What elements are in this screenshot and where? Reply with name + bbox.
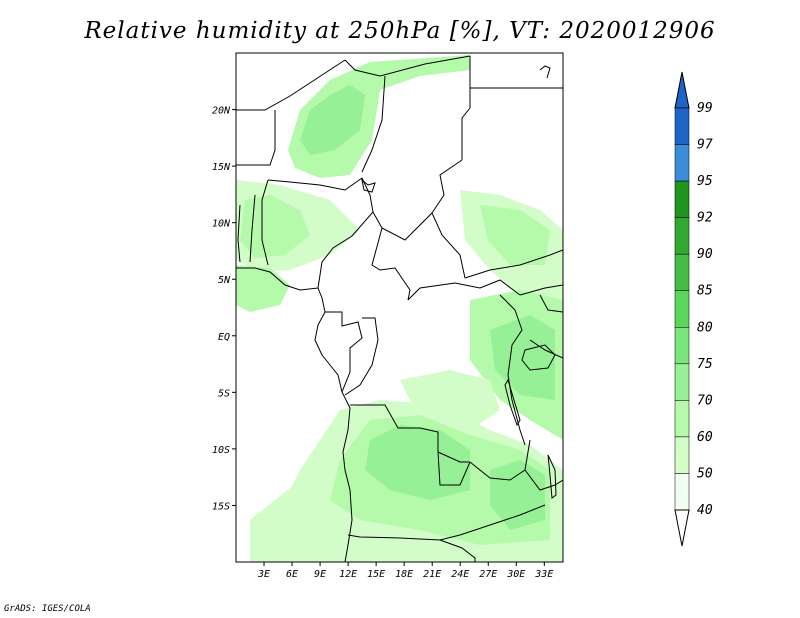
- colorbar-segment: [674, 107, 690, 145]
- colorbar-level-label: 97: [697, 138, 713, 153]
- colorbar-segment: [674, 327, 690, 365]
- colorbar: 99 97 95 92 90 85 80 75 70 60 50 40: [674, 71, 713, 547]
- colorbar-segment: [674, 436, 690, 474]
- humidity-area-southern-core: [365, 425, 470, 500]
- lon-tick-label: 30E: [506, 569, 525, 580]
- border-chad-car: [372, 211, 466, 279]
- lon-tick-label: 6E: [286, 569, 298, 580]
- lake-malawi: [547, 454, 557, 499]
- chart-title: Relative humidity at 250hPa [%], VT: 202…: [84, 18, 716, 44]
- lat-tick-label: 5N: [218, 275, 231, 286]
- humidity-area-eastafrica-core: [480, 205, 550, 265]
- border-sudan-southsudan: [464, 249, 563, 279]
- lon-tick-label: 18E: [395, 569, 413, 580]
- latitude-axis: 20N 15N 10N 5N EQ 5S 10S 15S: [212, 106, 236, 512]
- lon-tick-label: 27E: [479, 569, 497, 580]
- colorbar-level-label: 90: [697, 247, 713, 262]
- colorbar-level-label: 85: [697, 284, 713, 299]
- nile-coast-red-sea: [539, 65, 551, 79]
- border-zambia-zimbabwe: [459, 504, 546, 536]
- border-niger-algeria: [344, 55, 471, 77]
- humidity-area-sahara-core: [300, 85, 365, 155]
- lon-tick-label: 3E: [257, 569, 270, 580]
- border-libya-chad: [461, 107, 471, 160]
- colorbar-segment: [674, 180, 690, 218]
- border-tanzania-kenya: [529, 339, 563, 359]
- border-nigeria-cameroon: [317, 177, 374, 289]
- longitude-axis: 3E 6E 9E 12E 15E 18E 21E 24E 27E 30E 33E: [257, 562, 553, 580]
- colorbar-level-label: 80: [697, 320, 713, 335]
- colorbar-level-label: 95: [697, 174, 713, 189]
- colorbar-segment: [674, 400, 690, 438]
- lake-tanganyika: [504, 378, 521, 427]
- lat-tick-label: EQ: [218, 332, 230, 343]
- border-niger-nigeria: [267, 177, 363, 191]
- border-cameroon-car: [371, 227, 411, 301]
- border-mozambique: [524, 469, 563, 491]
- humidity-area-gulf: [236, 265, 290, 312]
- coastline-west: [236, 267, 353, 562]
- colorbar-segment: [674, 144, 690, 182]
- lat-tick-label: 10N: [212, 219, 231, 230]
- map-frame: [235, 52, 564, 563]
- lat-tick-label: 20N: [212, 106, 231, 117]
- colorbar-level-label: 50: [697, 466, 713, 481]
- colorbar-level-label: 40: [697, 503, 713, 518]
- border-mali-niger: [236, 59, 346, 111]
- border-niger-chad: [361, 75, 386, 173]
- border-congo-gabon: [325, 311, 363, 393]
- border-nigeria-benin: [261, 179, 269, 266]
- colorbar-segment: [674, 290, 690, 328]
- border-drc-angola: [350, 404, 470, 463]
- lat-tick-label: 15S: [212, 501, 230, 512]
- humidity-area-westafrica-core: [240, 195, 310, 258]
- border-drc-uganda: [499, 294, 523, 376]
- border-kenya-ethiopia: [539, 294, 563, 313]
- border-namibia-botswana: [439, 539, 476, 562]
- lon-tick-label: 12E: [339, 569, 357, 580]
- colorbar-level-label: 60: [697, 430, 713, 445]
- lon-tick-label: 9E: [314, 569, 326, 580]
- humidity-field: [236, 55, 563, 562]
- colorbar-segment: [674, 473, 690, 511]
- lake-victoria: [521, 344, 556, 371]
- lon-tick-label: 33E: [534, 569, 553, 580]
- lat-tick-label: 15N: [212, 162, 231, 173]
- border-congo-drc: [344, 317, 379, 396]
- lat-tick-label: 10S: [212, 445, 230, 456]
- colorbar-segment: [674, 217, 690, 255]
- border-zambia-tanzania: [469, 439, 531, 481]
- grads-credit: GrADS: IGES/COLA: [4, 604, 91, 614]
- country-borders: [236, 55, 563, 562]
- lon-tick-label: 15E: [367, 569, 385, 580]
- lon-tick-label: 21E: [423, 569, 441, 580]
- colorbar-level-label: 75: [697, 357, 713, 372]
- border-angola-zambia: [437, 451, 471, 486]
- colorbar-segment: [674, 253, 690, 291]
- colorbar-level-label: 99: [697, 101, 713, 116]
- lake-chad: [361, 178, 376, 193]
- lon-tick-label: 24E: [451, 569, 469, 580]
- colorbar-level-label: 70: [697, 393, 713, 408]
- lat-tick-label: 5S: [218, 388, 230, 399]
- border-togo-ghana: [249, 194, 256, 263]
- border-angola-namibia: [347, 534, 461, 541]
- humidity-area-southwest: [250, 480, 330, 562]
- border-ghana-ivory: [237, 204, 241, 263]
- colorbar-bottom-arrow: [674, 509, 690, 547]
- colorbar-level-label: 92: [697, 211, 713, 226]
- border-burkina-mali: [236, 110, 276, 166]
- border-southsudan-ethiopia: [519, 284, 563, 296]
- colorbar-segment: [674, 363, 690, 401]
- colorbar-top-arrow: [674, 71, 690, 109]
- border-car-drc: [407, 279, 521, 301]
- border-chad-sudan: [431, 159, 463, 214]
